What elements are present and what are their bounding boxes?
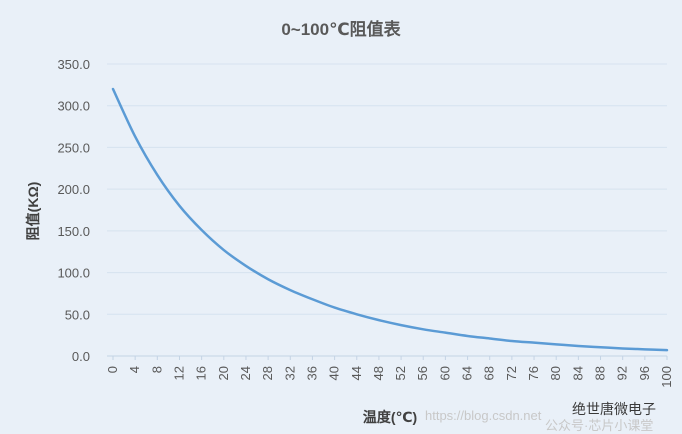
x-tick-label: 84: [570, 366, 585, 380]
x-tick-label: 4: [127, 366, 142, 373]
x-tick-label: 32: [282, 366, 297, 380]
x-tick-label: 56: [415, 366, 430, 380]
x-tick-label: 76: [526, 366, 541, 380]
y-tick-label: 200.0: [57, 182, 90, 197]
x-tick-label: 68: [482, 366, 497, 380]
x-tick-label: 40: [327, 366, 342, 380]
x-tick-label: 100: [659, 366, 674, 388]
series-layer: [111, 87, 669, 352]
y-tick-label: 0.0: [72, 349, 90, 364]
y-tick-label: 250.0: [57, 140, 90, 155]
x-tick-label: 64: [460, 366, 475, 380]
x-tick-label: 48: [371, 366, 386, 380]
x-tick-label: 24: [238, 366, 253, 380]
x-tick-label: 72: [504, 366, 519, 380]
watermark-brand: 绝世唐微电子: [572, 401, 656, 417]
y-tick-label: 100.0: [57, 266, 90, 281]
y-tick-label: 300.0: [57, 99, 90, 114]
y-tick-label: 350.0: [57, 57, 90, 72]
y-tick-label: 50.0: [65, 307, 90, 322]
y-axis-label: 阻值(KΩ): [25, 182, 41, 241]
gridlines: [107, 63, 668, 360]
x-tick-label: 28: [260, 366, 275, 380]
x-tick-label: 0: [105, 366, 120, 373]
x-axis-ticks: 0 4 8 12 16 20 24 28 32 36 40 44 48 52 56 60 64 68 72 76 80 8…: [105, 366, 674, 388]
x-tick-label: 36: [304, 366, 319, 380]
y-tick-label: 150.0: [57, 224, 90, 239]
x-tick-label: 16: [194, 366, 209, 380]
y-axis-ticks: 0.0 50.0 100.0 150.0 200.0 250.0 300.0 350.0: [57, 57, 90, 364]
series-line: [111, 87, 669, 352]
x-tick-label: 96: [637, 366, 652, 380]
x-tick-label: 88: [593, 366, 608, 380]
x-tick-label: 52: [393, 366, 408, 380]
x-tick-label: 44: [349, 366, 364, 380]
x-tick-label: 12: [171, 366, 186, 380]
x-axis-label: 温度(℃): [363, 409, 417, 425]
watermark-brand-line2: 公众号·芯片小课堂: [545, 418, 653, 433]
chart-title: 0~100℃阻值表: [281, 19, 401, 39]
x-tick-label: 80: [548, 366, 563, 380]
x-tick-label: 60: [437, 366, 452, 380]
x-tick-label: 8: [149, 366, 164, 373]
x-tick-label: 20: [216, 366, 231, 380]
x-tick-label: 92: [615, 366, 630, 380]
watermark-url: https://blog.csdn.net: [425, 408, 542, 423]
